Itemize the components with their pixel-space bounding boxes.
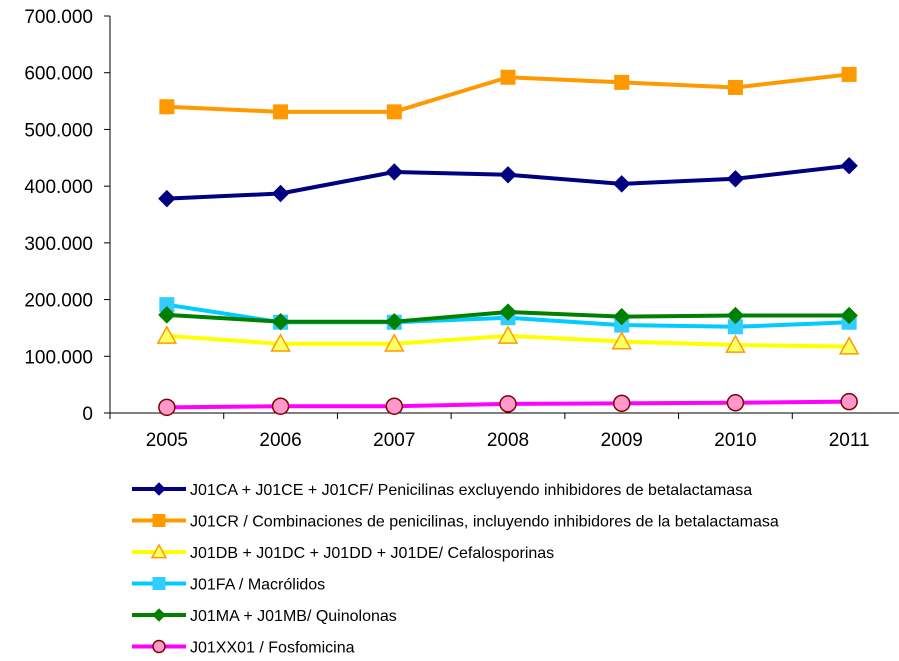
data-point (613, 175, 631, 193)
data-point (841, 66, 857, 82)
legend-swatch-marker (152, 482, 166, 496)
series-3 (156, 325, 860, 355)
data-point (271, 312, 290, 331)
y-tick-label: 400.000 (24, 177, 93, 198)
legend-item: J01CR / Combinaciones de penicilinas, in… (132, 514, 779, 531)
data-point (725, 334, 746, 353)
axes (109, 16, 899, 414)
data-point (840, 306, 858, 325)
data-point (726, 306, 745, 325)
data-point (385, 312, 403, 331)
data-point (499, 303, 517, 321)
data-point (499, 395, 517, 413)
x-tick-label: 2010 (714, 430, 756, 451)
series-1 (158, 157, 858, 208)
y-tick-label: 200.000 (24, 291, 93, 312)
series-5 (158, 303, 858, 331)
y-tick-label: 700.000 (24, 7, 93, 28)
legend-swatch-marker (152, 577, 166, 590)
legend-label: J01MA + J01MB/ Quinolonas (190, 608, 397, 625)
legend-label: J01XX01 / Fosfomicina (190, 640, 355, 657)
data-point (840, 157, 858, 175)
legend-item: J01CA + J01CE + J01CF/ Penicilinas exclu… (132, 482, 752, 499)
legend-label: J01FA / Macrólidos (190, 577, 325, 594)
data-point (385, 397, 404, 415)
data-point (158, 306, 176, 324)
data-point (499, 166, 517, 184)
data-point (726, 394, 745, 412)
data-point (156, 325, 178, 344)
data-point (271, 397, 290, 415)
data-point (611, 330, 632, 350)
data-point (614, 74, 630, 90)
legend-item: J01XX01 / Fosfomicina (132, 640, 355, 657)
data-point (497, 325, 519, 344)
legend-swatch-marker (150, 543, 168, 559)
x-tick-label: 2006 (259, 430, 301, 451)
legend-item: J01FA / Macrólidos (132, 577, 325, 594)
legend-swatch-marker (152, 608, 166, 622)
y-tick-label: 0 (82, 404, 93, 425)
x-tick-label: 2011 (829, 430, 870, 451)
legend-label: J01CA + J01CE + J01CF/ Penicilinas exclu… (190, 482, 752, 499)
data-point (386, 104, 402, 120)
x-tick-label: 2009 (601, 430, 643, 451)
y-tick-label: 100.000 (24, 347, 93, 368)
data-point (384, 333, 405, 352)
series-layer (156, 66, 860, 417)
data-point (500, 69, 516, 85)
x-axis-ticks: 2005 2006 2007 2008 2009 2010 2011 (109, 413, 870, 451)
data-point (840, 392, 858, 411)
data-point (271, 184, 290, 203)
data-point (613, 307, 631, 326)
x-tick-label: 2007 (373, 430, 415, 451)
legend-swatch-marker (152, 639, 166, 654)
y-tick-label: 600.000 (24, 64, 93, 85)
legend-item: J01MA + J01MB/ Quinolonas (132, 608, 397, 625)
legend-item: J01DB + J01DC + J01DD + J01DE/ Cefalospo… (132, 543, 554, 562)
y-axis-ticks: 0 100.000 200.000 300.000 400.000 500.000 600.… (24, 7, 110, 425)
series-6 (158, 392, 858, 417)
data-point (158, 398, 176, 417)
legend-label: J01DB + J01DC + J01DD + J01DE/ Cefalospo… (190, 545, 554, 562)
legend-label: J01CR / Combinaciones de penicilinas, in… (190, 514, 779, 531)
data-point (838, 336, 860, 355)
x-tick-label: 2008 (487, 430, 529, 451)
data-point (159, 99, 175, 115)
data-point (158, 189, 176, 208)
data-point (270, 333, 291, 352)
y-tick-label: 500.000 (24, 120, 93, 141)
data-point (273, 104, 289, 120)
series-2 (159, 66, 857, 120)
legend-swatch-marker (152, 514, 166, 527)
data-point (727, 79, 743, 95)
y-tick-label: 300.000 (24, 234, 93, 255)
legend: J01CA + J01CE + J01CF/ Penicilinas exclu… (132, 482, 779, 657)
x-tick-label: 2005 (146, 430, 188, 451)
data-point (385, 163, 403, 181)
data-point (612, 394, 631, 413)
data-point (726, 170, 745, 188)
